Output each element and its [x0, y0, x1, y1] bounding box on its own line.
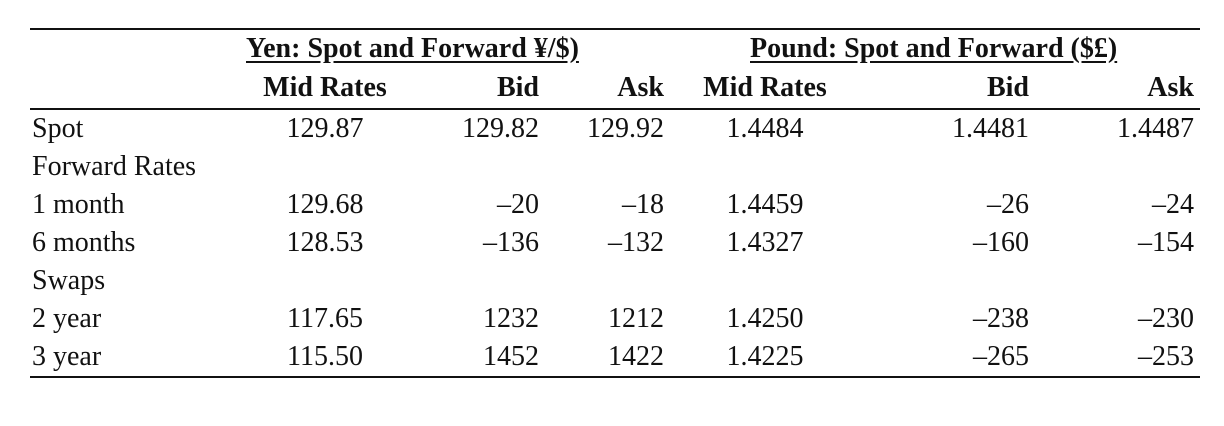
- cell: –265: [860, 338, 1035, 378]
- cell: 1.4327: [726, 227, 804, 258]
- cell: 1.4225: [670, 338, 860, 378]
- row-label: 2 year: [32, 303, 102, 334]
- column-header: Ask: [545, 68, 670, 110]
- empty-header: [30, 28, 230, 68]
- row-label: 3 year: [30, 338, 230, 378]
- cell: 129.87: [286, 113, 364, 144]
- group-header: Pound: Spot and Forward ($£): [670, 28, 1200, 68]
- group-title: Yen: Spot and Forward ¥/$): [246, 33, 579, 64]
- data-row: 6 months 128.53 –136 –132 1.4327 –160 –154: [30, 224, 1200, 262]
- column-header: Bid: [420, 68, 545, 110]
- cell: –132: [608, 227, 664, 258]
- cell: 1.4250: [726, 303, 804, 334]
- data-row: Spot 129.87 129.82 129.92 1.4484 1.4481 1.4487: [30, 109, 1200, 148]
- cell: 129.82: [462, 113, 539, 144]
- row-label: 6 months: [32, 227, 136, 258]
- group-header-row: Yen: Spot and Forward ¥/$) Pound: Spot a…: [30, 28, 1200, 68]
- data-row: 3 year 115.50 1452 1422 1.4225 –265 –253: [30, 338, 1200, 378]
- cell: –230: [1138, 303, 1194, 334]
- cell: –136: [483, 227, 539, 258]
- group-header: Yen: Spot and Forward ¥/$): [230, 28, 670, 68]
- cell: 129.92: [587, 113, 664, 144]
- cell: 1.4481: [952, 113, 1029, 144]
- table-body: Spot 129.87 129.82 129.92 1.4484 1.4481 1.4487…: [30, 109, 1200, 378]
- column-header: Ask: [1035, 68, 1200, 110]
- data-row: 1 month 129.68 –20 –18 1.4459 –26 –24: [30, 186, 1200, 224]
- cell: –18: [622, 189, 664, 220]
- row-label: Forward Rates: [32, 151, 197, 182]
- cell: 117.65: [287, 303, 363, 334]
- cell: 129.68: [286, 189, 364, 220]
- rates-table: Yen: Spot and Forward ¥/$) Pound: Spot a…: [30, 28, 1200, 378]
- cell: 115.50: [230, 338, 420, 378]
- cell: 1.4484: [726, 113, 804, 144]
- group-title: Pound: Spot and Forward ($£): [750, 33, 1118, 64]
- cell: –26: [987, 189, 1029, 220]
- column-header: Mid Rates: [670, 68, 860, 110]
- cell: –20: [497, 189, 539, 220]
- cell: 1232: [483, 303, 539, 334]
- cell: –238: [973, 303, 1029, 334]
- cell: 1.4459: [726, 189, 804, 220]
- row-label: Spot: [32, 113, 84, 144]
- cell: 1452: [420, 338, 545, 378]
- row-label: Swaps: [32, 265, 106, 296]
- cell: –160: [973, 227, 1029, 258]
- cell: 1212: [608, 303, 664, 334]
- cell: –154: [1138, 227, 1194, 258]
- data-row: 2 year 117.65 1232 1212 1.4250 –238 –230: [30, 300, 1200, 338]
- cell: –24: [1152, 189, 1194, 220]
- cell: –253: [1035, 338, 1200, 378]
- section-row: Forward Rates: [30, 148, 1200, 186]
- cell: 128.53: [286, 227, 364, 258]
- cell: 1422: [545, 338, 670, 378]
- column-header: Bid: [860, 68, 1035, 110]
- empty-header: [30, 68, 230, 110]
- cell: 1.4487: [1117, 113, 1194, 144]
- section-row: Swaps: [30, 262, 1200, 300]
- column-header-row: Mid Rates Bid Ask Mid Rates Bid Ask: [30, 68, 1200, 110]
- column-header: Mid Rates: [230, 68, 420, 110]
- row-label: 1 month: [32, 189, 125, 220]
